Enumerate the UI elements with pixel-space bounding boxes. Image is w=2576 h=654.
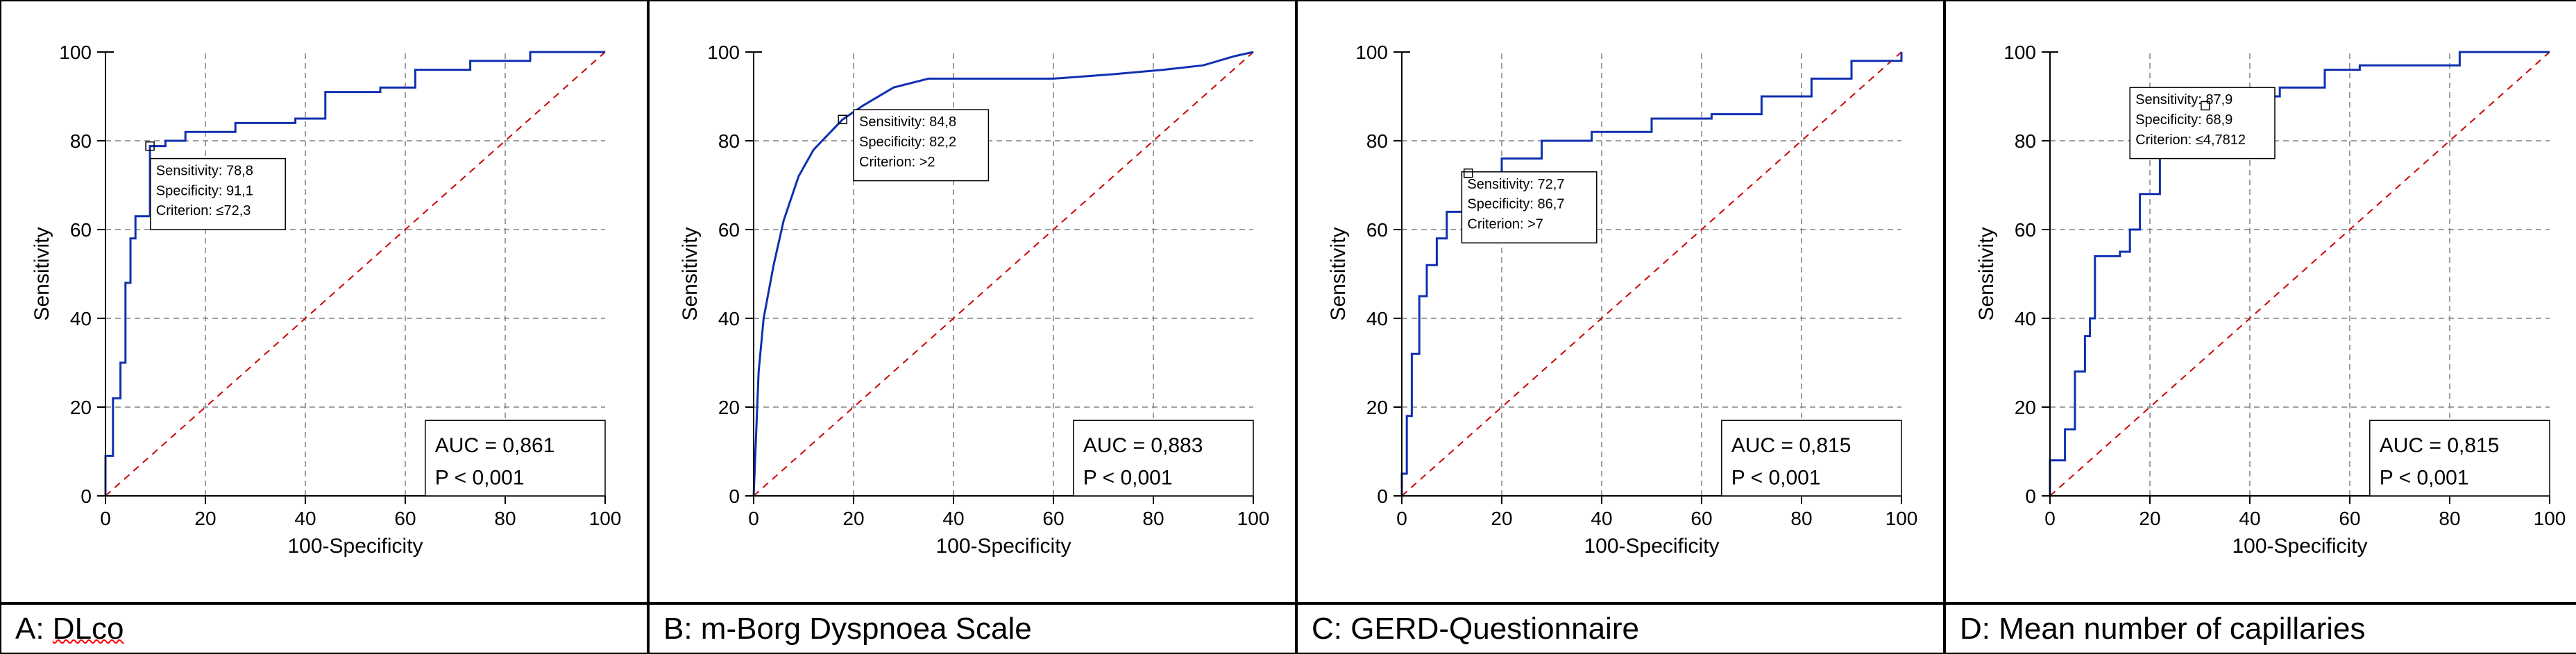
svg-text:Sensitivity: 72,7: Sensitivity: 72,7: [1467, 177, 1564, 192]
svg-text:Sensitivity: Sensitivity: [1327, 227, 1350, 320]
svg-text:0: 0: [80, 485, 92, 507]
svg-text:40: 40: [294, 508, 316, 529]
svg-text:100: 100: [1886, 508, 1918, 529]
label-cell-a: A: DLco: [0, 603, 648, 654]
svg-text:40: 40: [1591, 508, 1612, 529]
svg-text:80: 80: [2439, 508, 2460, 529]
svg-text:100-Specificity: 100-Specificity: [2232, 535, 2367, 558]
svg-text:80: 80: [494, 508, 516, 529]
chart-cell-d: 0 20 40 60 80 100 0 20 40 60 80 100 100-Specificity S…: [1944, 0, 2576, 603]
svg-text:100: 100: [1237, 508, 1270, 529]
svg-text:Sensitivity: Sensitivity: [1975, 227, 1998, 320]
chart-cell-b: 0 20 40 60 80 100 0 20 40 60 80 100 100-Specificity S…: [648, 0, 1296, 603]
svg-text:Sensitivity: 84,8: Sensitivity: 84,8: [859, 114, 956, 130]
svg-text:Sensitivity: 78,8: Sensitivity: 78,8: [156, 164, 253, 179]
svg-text:100-Specificity: 100-Specificity: [935, 535, 1071, 558]
svg-text:100: 100: [1355, 42, 1388, 63]
svg-text:0: 0: [100, 508, 111, 529]
svg-text:100: 100: [2003, 42, 2036, 63]
svg-text:80: 80: [1366, 130, 1388, 152]
svg-text:80: 80: [2015, 130, 2036, 152]
roc-chart-c: 0 20 40 60 80 100 0 20 40 60 80 100 100-Specificity S…: [1319, 31, 1922, 572]
label-a-underlined: DLco: [53, 612, 124, 646]
svg-text:80: 80: [70, 130, 92, 152]
svg-text:60: 60: [394, 508, 416, 529]
svg-text:0: 0: [2044, 508, 2056, 529]
svg-text:20: 20: [842, 508, 864, 529]
panel-label-a: A: DLco: [15, 612, 124, 646]
svg-text:AUC = 0,815: AUC = 0,815: [1731, 434, 1852, 457]
svg-text:P < 0,001: P < 0,001: [435, 467, 525, 490]
svg-text:P < 0,001: P < 0,001: [2380, 467, 2469, 490]
panel-label-c: C: GERD-Questionnaire: [1312, 612, 1639, 646]
svg-text:0: 0: [1377, 485, 1388, 507]
svg-text:40: 40: [1366, 308, 1388, 329]
svg-text:0: 0: [729, 485, 740, 507]
svg-text:20: 20: [2139, 508, 2160, 529]
roc-chart-a: 0 20 40 60 80 100 0 20 40 60 80 100 100-Specificity S…: [22, 31, 626, 572]
svg-text:40: 40: [2015, 308, 2036, 329]
svg-text:60: 60: [70, 219, 92, 241]
svg-text:40: 40: [70, 308, 92, 329]
svg-text:20: 20: [194, 508, 216, 529]
svg-text:100: 100: [59, 42, 92, 63]
svg-text:Criterion: ≤72,3: Criterion: ≤72,3: [156, 203, 251, 218]
svg-text:60: 60: [1366, 219, 1388, 241]
svg-text:60: 60: [1690, 508, 1712, 529]
svg-text:20: 20: [2015, 397, 2036, 418]
svg-text:Specificity: 91,1: Specificity: 91,1: [156, 183, 253, 198]
roc-chart-b: 0 20 40 60 80 100 0 20 40 60 80 100 100-Specificity S…: [670, 31, 1274, 572]
svg-text:80: 80: [1790, 508, 1812, 529]
svg-text:Specificity: 68,9: Specificity: 68,9: [2135, 112, 2232, 128]
svg-text:AUC = 0,861: AUC = 0,861: [435, 434, 555, 457]
svg-text:100-Specificity: 100-Specificity: [1584, 535, 1719, 558]
svg-text:60: 60: [1042, 508, 1064, 529]
svg-text:80: 80: [1142, 508, 1164, 529]
panel-label-d: D: Mean number of capillaries: [1960, 612, 2365, 646]
chart-cell-a: 0 20 40 60 80 100 0 20 40 60 80 100 100-Specificity S…: [0, 0, 648, 603]
svg-text:Sensitivity: 87,9: Sensitivity: 87,9: [2135, 92, 2232, 107]
svg-text:20: 20: [1491, 508, 1512, 529]
svg-text:P < 0,001: P < 0,001: [1731, 467, 1821, 490]
svg-text:100: 100: [2534, 508, 2566, 529]
svg-text:40: 40: [718, 308, 740, 329]
svg-text:Criterion: ≤4,7812: Criterion: ≤4,7812: [2135, 132, 2246, 148]
svg-text:100: 100: [589, 508, 622, 529]
svg-text:20: 20: [70, 397, 92, 418]
svg-text:40: 40: [942, 508, 964, 529]
svg-text:40: 40: [2239, 508, 2260, 529]
svg-text:0: 0: [1396, 508, 1407, 529]
label-cell-b: B: m-Borg Dyspnoea Scale: [648, 603, 1296, 654]
svg-text:60: 60: [2015, 219, 2036, 241]
label-cell-d: D: Mean number of capillaries: [1944, 603, 2576, 654]
svg-text:Specificity: 86,7: Specificity: 86,7: [1467, 197, 1564, 212]
svg-text:Sensitivity: Sensitivity: [679, 227, 702, 320]
label-cell-c: C: GERD-Questionnaire: [1296, 603, 1944, 654]
roc-chart-d: 0 20 40 60 80 100 0 20 40 60 80 100 100-Specificity S…: [1967, 31, 2570, 572]
svg-text:20: 20: [718, 397, 740, 418]
panel-label-b: B: m-Borg Dyspnoea Scale: [663, 612, 1032, 646]
svg-text:60: 60: [718, 219, 740, 241]
svg-text:100-Specificity: 100-Specificity: [287, 535, 423, 558]
svg-text:100: 100: [707, 42, 740, 63]
svg-text:0: 0: [748, 508, 759, 529]
svg-text:AUC = 0,815: AUC = 0,815: [2380, 434, 2500, 457]
svg-text:Specificity: 82,2: Specificity: 82,2: [859, 135, 956, 150]
svg-text:P < 0,001: P < 0,001: [1083, 467, 1173, 490]
svg-text:Sensitivity: Sensitivity: [31, 227, 53, 320]
svg-text:60: 60: [2339, 508, 2360, 529]
svg-text:Criterion: >2: Criterion: >2: [859, 155, 935, 170]
svg-text:0: 0: [2025, 485, 2036, 507]
svg-text:80: 80: [718, 130, 740, 152]
chart-cell-c: 0 20 40 60 80 100 0 20 40 60 80 100 100-Specificity S…: [1296, 0, 1944, 603]
svg-text:Criterion: >7: Criterion: >7: [1467, 216, 1543, 232]
svg-text:AUC = 0,883: AUC = 0,883: [1083, 434, 1203, 457]
svg-text:20: 20: [1366, 397, 1388, 418]
roc-panel-grid: 0 20 40 60 80 100 0 20 40 60 80 100 100-Specificity S…: [0, 0, 2576, 654]
